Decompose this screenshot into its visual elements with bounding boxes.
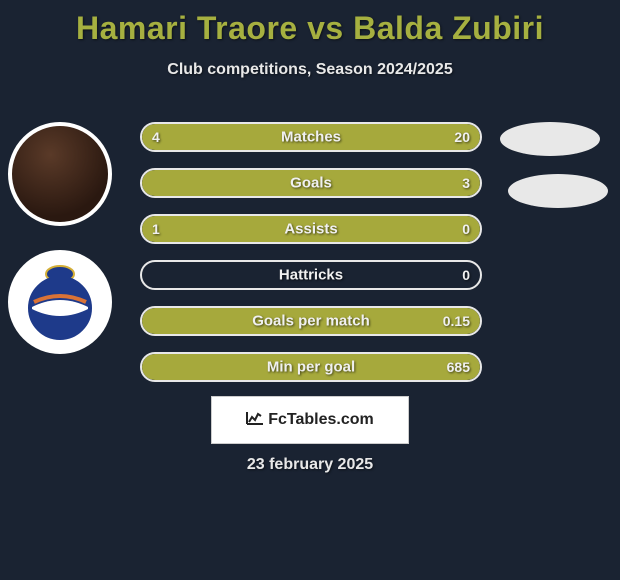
stat-label: Matches [281,129,341,146]
stat-bar: Goals 3 [140,168,482,198]
stat-label: Hattricks [279,267,343,284]
stat-left-value: 4 [152,129,160,145]
stat-bar: Goals per match 0.15 [140,306,482,336]
stat-right-value: 0 [462,221,470,237]
stat-bar: 4 Matches 20 [140,122,482,152]
date-text: 23 february 2025 [247,456,373,474]
stat-label: Goals [290,175,332,192]
stat-right-value: 20 [454,129,470,145]
stat-right-value: 685 [447,359,470,375]
stat-bar: Hattricks 0 [140,260,482,290]
stat-right-value: 3 [462,175,470,191]
player2-club-crest [8,250,112,354]
player1-avatar [8,122,112,226]
subtitle: Club competitions, Season 2024/2025 [0,61,620,79]
stat-label: Assists [284,221,337,238]
stat-label: Goals per match [252,313,370,330]
accent-ellipse-2 [508,174,608,208]
stat-right-value: 0 [462,267,470,283]
stat-left-value: 1 [152,221,160,237]
bar-fill-left [142,124,199,150]
stats-bars: 4 Matches 20 Goals 3 1 Assists 0 Hattric… [140,122,482,398]
accent-ellipse-1 [500,122,600,156]
stat-bar: 1 Assists 0 [140,214,482,244]
stat-bar: Min per goal 685 [140,352,482,382]
brand-text: FcTables.com [268,411,374,429]
chart-icon [246,411,264,430]
page-title: Hamari Traore vs Balda Zubiri [0,0,620,47]
brand-box: FcTables.com [211,396,409,444]
stat-label: Min per goal [267,359,355,376]
stat-right-value: 0.15 [443,313,470,329]
